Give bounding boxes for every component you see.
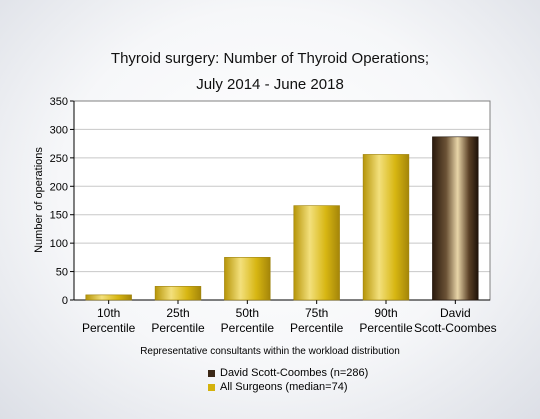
bar-percentile bbox=[85, 294, 132, 301]
bar-percentile bbox=[293, 205, 340, 301]
x-tick-label: 90th bbox=[374, 306, 397, 320]
y-tick-label: 150 bbox=[50, 210, 68, 222]
x-tick-label: Percentile bbox=[359, 321, 413, 335]
legend-swatch-all-surgeons bbox=[208, 383, 215, 391]
x-tick-label: 50th bbox=[236, 306, 259, 320]
x-tick-label: Percentile bbox=[221, 321, 275, 335]
x-tick-label: Percentile bbox=[151, 321, 205, 335]
x-tick-label: Percentile bbox=[290, 321, 344, 335]
y-tick-label: 100 bbox=[50, 238, 68, 250]
x-tick-label: Percentile bbox=[82, 321, 136, 335]
chart-title-line-1: Thyroid surgery: Number of Thyroid Opera… bbox=[110, 50, 430, 67]
plot-area bbox=[74, 101, 490, 300]
y-tick-label: 350 bbox=[50, 96, 68, 108]
legend-item-surgeon: David Scott-Coombes (n=286) bbox=[208, 366, 368, 380]
x-tick-label: 10th bbox=[97, 306, 120, 320]
legend-label-surgeon: David Scott-Coombes (n=286) bbox=[220, 367, 369, 379]
bar-surgeon bbox=[432, 136, 479, 301]
legend-item-all-surgeons: All Surgeons (median=74) bbox=[208, 380, 368, 394]
y-tick-label: 200 bbox=[50, 181, 68, 193]
x-axis-label: Representative consultants within the wo… bbox=[140, 346, 400, 357]
y-axis-label: Number of operations bbox=[33, 147, 45, 253]
y-tick-label: 300 bbox=[50, 124, 68, 136]
legend-label-all-surgeons: All Surgeons (median=74) bbox=[220, 381, 348, 393]
y-tick-label: 0 bbox=[62, 295, 68, 307]
x-tick-label: David bbox=[440, 306, 471, 320]
legend-swatch-surgeon bbox=[208, 369, 215, 377]
bar-percentile bbox=[224, 257, 271, 301]
bar-percentile bbox=[154, 286, 202, 301]
x-tick-label: 25th bbox=[166, 306, 189, 320]
y-tick-label: 250 bbox=[50, 153, 68, 165]
legend: David Scott-Coombes (n=286) All Surgeons… bbox=[208, 366, 368, 394]
y-tick-label: 50 bbox=[56, 267, 68, 279]
x-tick-label: Scott-Coombes bbox=[414, 321, 497, 335]
chart-title-line-2: July 2014 - June 2018 bbox=[196, 76, 344, 93]
bar-percentile bbox=[362, 154, 410, 301]
x-tick-label: 75th bbox=[305, 306, 328, 320]
